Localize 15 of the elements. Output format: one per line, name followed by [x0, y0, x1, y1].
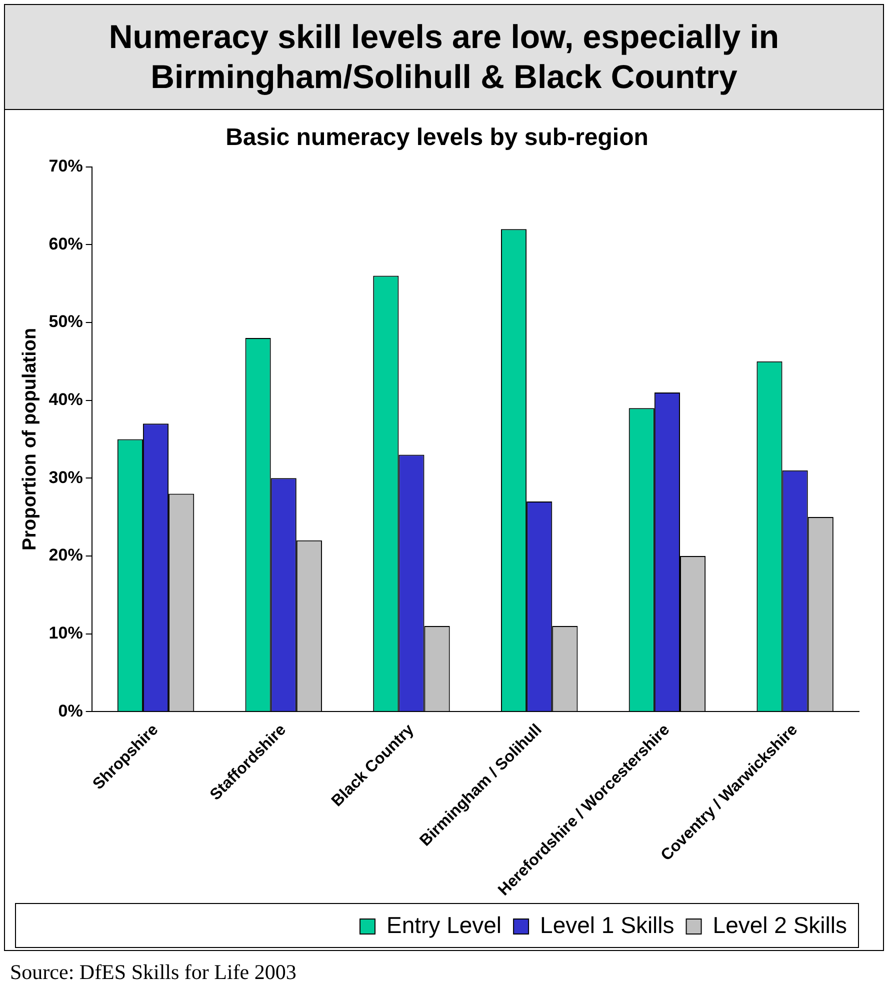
y-tick-label: 70%: [48, 156, 83, 176]
y-axis-title: Proportion of population: [20, 328, 41, 551]
y-tick-label: 40%: [48, 390, 83, 409]
y-tick-label: 30%: [48, 468, 83, 487]
legend-label: Entry Level: [386, 912, 502, 938]
y-tick-label: 60%: [48, 234, 83, 254]
legend-label: Level 1 Skills: [540, 912, 674, 938]
y-tick-label: 10%: [48, 623, 83, 642]
chart-title: Numeracy skill levels are low, especially in Birmingham/Solihull & Black Country: [5, 5, 883, 110]
source-note: Source: DfES Skills for Life 2003: [10, 960, 296, 985]
legend-label: Level 2 Skills: [712, 912, 848, 938]
y-tick-label: 0%: [58, 701, 83, 720]
y-tick-label: 20%: [48, 546, 83, 565]
chart-subtitle: Basic numeracy levels by sub-region: [226, 124, 648, 152]
y-tick-label: 50%: [48, 312, 83, 332]
